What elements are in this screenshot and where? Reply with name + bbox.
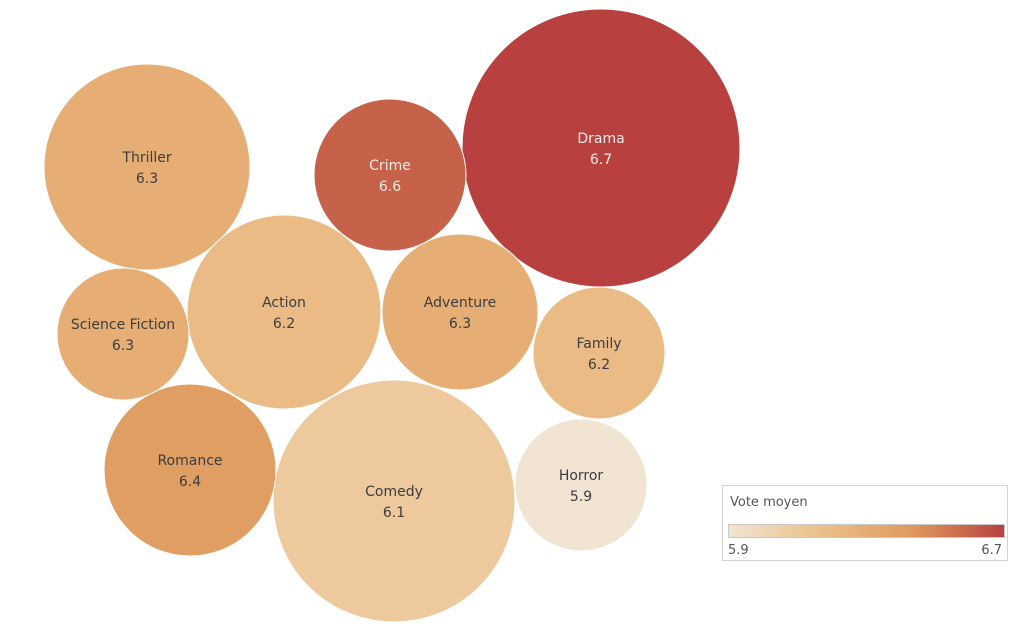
bubble-value-label: 6.3 [136,171,158,187]
bubble-action[interactable]: Action 6.2 [186,214,382,410]
legend-title: Vote moyen [730,495,808,510]
bubble-value-label: 6.2 [588,357,610,373]
bubble-crime[interactable]: Crime 6.6 [313,98,467,252]
bubble-label: Comedy [365,484,423,500]
bubble-circle[interactable] [532,286,666,420]
bubble-label: Thriller [121,150,171,166]
bubble-adventure[interactable]: Adventure 6.3 [381,233,539,391]
bubble-circle[interactable] [461,8,741,288]
bubble-drama[interactable]: Drama 6.7 [461,8,741,288]
bubble-romance[interactable]: Romance 6.4 [103,383,277,557]
legend-color-ramp [728,524,1005,538]
color-legend: Vote moyen 5.9 6.7 [722,485,1008,561]
bubble-value-label: 6.7 [590,152,612,168]
bubble-value-label: 6.3 [112,338,134,354]
bubble-value-label: 6.2 [273,316,295,332]
bubble-circle[interactable] [103,383,277,557]
bubble-label: Family [576,336,621,352]
bubble-value-label: 6.1 [383,505,405,521]
bubble-label: Drama [577,131,624,147]
bubble-circle[interactable] [514,418,648,552]
legend-max-label: 6.7 [981,543,1002,558]
bubble-label: Adventure [424,295,496,311]
bubble-label: Action [262,295,306,311]
bubble-circle[interactable] [272,379,516,623]
bubble-circle[interactable] [313,98,467,252]
bubble-circle[interactable] [381,233,539,391]
bubble-value-label: 5.9 [570,489,592,505]
legend-min-label: 5.9 [728,543,749,558]
bubble-science-fiction[interactable]: Science Fiction 6.3 [56,267,190,401]
bubble-thriller[interactable]: Thriller 6.3 [43,63,251,271]
bubble-circle[interactable] [43,63,251,271]
bubble-label: Crime [369,158,411,174]
bubble-comedy[interactable]: Comedy 6.1 [272,379,516,623]
bubble-label: Science Fiction [71,317,175,333]
bubble-value-label: 6.3 [449,316,471,332]
bubble-label: Romance [157,453,222,469]
bubble-label: Horror [559,468,604,484]
bubble-circle[interactable] [56,267,190,401]
bubble-family[interactable]: Family 6.2 [532,286,666,420]
bubble-value-label: 6.4 [179,474,201,490]
bubble-layer: Drama 6.7 Comedy 6.1 Thriller 6.3 Action 6.2 Rom… [43,8,741,623]
bubble-value-label: 6.6 [379,179,401,195]
bubble-circle[interactable] [186,214,382,410]
bubble-horror[interactable]: Horror 5.9 [514,418,648,552]
